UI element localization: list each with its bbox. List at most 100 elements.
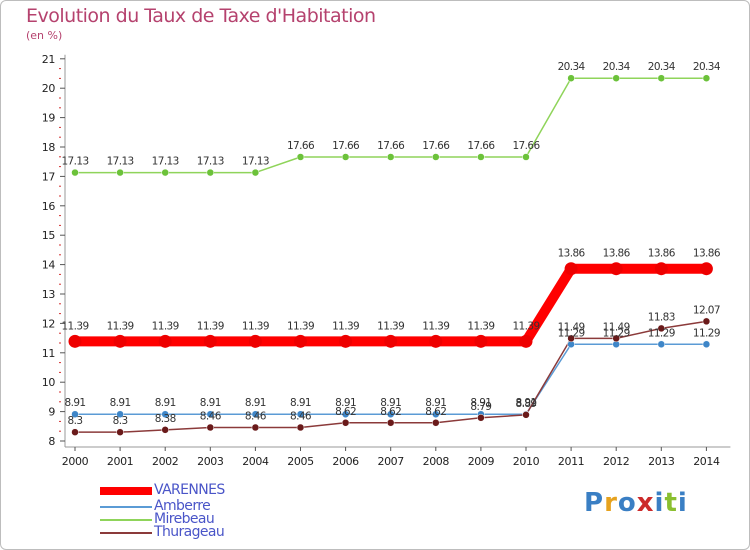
data-label-amberre-2008: 8.91	[425, 397, 446, 409]
y-tick-label-17: 17	[42, 170, 56, 183]
proxiti-logo: Proxiti	[584, 488, 688, 518]
logo-letter: i	[654, 488, 665, 518]
legend-swatch-mirebeau	[100, 519, 152, 521]
data-label-amberre-2000: 8.91	[65, 397, 86, 409]
data-label-varennes-2004: 11.39	[242, 320, 269, 332]
logo-letter: t	[664, 488, 678, 518]
axes: 8 9 10 11 12 13 14 15 16 17 18 19 20 21 2000 2001 2002 20…	[42, 53, 731, 468]
point-thurageau-2001	[116, 428, 124, 436]
point-varennes-2003	[203, 334, 217, 348]
data-label-mirebeau-2008: 17.66	[422, 140, 450, 152]
data-label-varennes-2011: 13.86	[558, 248, 586, 260]
data-label-varennes-2012: 13.86	[603, 248, 631, 260]
data-label-amberre-2001: 8.91	[110, 397, 131, 409]
data-label-varennes-2010: 11.39	[512, 320, 539, 332]
data-label-mirebeau-2004: 17.13	[242, 156, 269, 168]
point-mirebeau-2004	[251, 168, 260, 177]
point-mirebeau-2003	[206, 168, 215, 177]
point-thurageau-2002	[161, 426, 169, 434]
data-label-thurageau-2010: 8.89	[516, 398, 537, 410]
x-tick-label-2004: 2004	[242, 455, 269, 468]
y-tick-label-14: 14	[42, 259, 56, 272]
point-varennes-2004	[248, 334, 262, 348]
data-label-varennes-2013: 13.86	[648, 248, 676, 260]
data-label-amberre-2012: 11.29	[603, 327, 630, 339]
logo-letter: x	[636, 488, 655, 518]
point-mirebeau-2013	[657, 74, 666, 82]
y-tick-label-8: 8	[48, 435, 55, 448]
x-tick-label-2007: 2007	[377, 455, 404, 468]
point-thurageau-2012	[612, 334, 620, 343]
x-tick-label-2005: 2005	[287, 455, 314, 468]
data-label-varennes-2000: 11.39	[61, 320, 88, 332]
y-tick-label-12: 12	[42, 317, 55, 330]
data-label-amberre-2009: 8.91	[470, 397, 491, 409]
chart-title: Evolution du Taux de Taxe d'Habitation	[26, 5, 376, 27]
x-tick-label-2010: 2010	[513, 455, 540, 468]
point-varennes-2002	[158, 334, 172, 348]
data-label-thurageau-2009: 8.79	[470, 401, 491, 413]
point-thurageau-2006	[341, 419, 350, 427]
x-tick-label-2014: 2014	[693, 455, 720, 468]
legend-swatch-varennes	[100, 487, 152, 495]
data-label-amberre-2010: 8.91	[516, 397, 537, 409]
data-label-thurageau-2003: 8.46	[200, 410, 222, 422]
data-label-amberre-2003: 8.91	[200, 397, 221, 409]
point-varennes-2000	[68, 334, 82, 348]
data-label-thurageau-2000: 8.3	[68, 415, 83, 427]
point-mirebeau-2011	[567, 74, 575, 82]
data-label-amberre-2005: 8.91	[290, 397, 311, 409]
data-label-varennes-2008: 11.39	[422, 320, 449, 332]
point-mirebeau-2005	[296, 153, 305, 161]
legend-label-varennes: VARENNES	[154, 482, 225, 498]
x-tick-label-2003: 2003	[197, 455, 224, 468]
legend-label-amberre: Amberre	[154, 498, 211, 514]
data-label-thurageau-2007: 8.62	[380, 406, 401, 418]
point-thurageau-2005	[296, 423, 305, 432]
data-label-amberre-2011: 11.29	[558, 327, 585, 339]
x-tick-label-2000: 2000	[62, 455, 89, 468]
legend-label-mirebeau: Mirebeau	[154, 511, 215, 527]
data-label-varennes-2006: 11.39	[332, 320, 359, 332]
point-thurageau-2011	[567, 334, 575, 343]
point-varennes-2005	[294, 334, 307, 348]
point-amberre-2000	[71, 410, 79, 418]
point-varennes-2012	[609, 262, 623, 276]
legend-swatch-amberre	[100, 506, 152, 508]
point-varennes-2007	[384, 334, 398, 348]
data-label-varennes-2001: 11.39	[107, 320, 134, 332]
point-mirebeau-2007	[386, 153, 395, 161]
data-label-varennes-2003: 11.39	[197, 320, 224, 332]
data-label-mirebeau-2013: 20.34	[648, 61, 676, 73]
point-thurageau-2000	[71, 428, 79, 436]
point-amberre-2007	[386, 410, 395, 418]
data-labels: 17.13 17.13 17.13 17.13 17.13 17.66 17.66 17.66…	[61, 61, 721, 427]
data-label-amberre-2002: 8.91	[155, 397, 176, 409]
x-tick-label-2008: 2008	[423, 455, 450, 468]
point-mirebeau-2000	[71, 168, 79, 177]
point-mirebeau-2010	[522, 153, 530, 161]
x-tick-label-2011: 2011	[558, 455, 584, 468]
data-label-mirebeau-2007: 17.66	[377, 140, 405, 152]
x-tick-label-2006: 2006	[332, 455, 359, 468]
data-label-thurageau-2008: 8.62	[425, 406, 446, 418]
data-label-thurageau-2014: 12.07	[693, 304, 720, 316]
data-label-thurageau-2006: 8.62	[335, 406, 356, 418]
point-amberre-2005	[296, 410, 305, 418]
point-mirebeau-2014	[702, 74, 711, 82]
data-label-mirebeau-2009: 17.66	[467, 140, 495, 152]
point-amberre-2002	[161, 410, 169, 418]
point-thurageau-2008	[432, 419, 440, 427]
point-thurageau-2003	[206, 423, 215, 432]
point-mirebeau-2012	[612, 74, 620, 82]
logo-letter: i	[677, 488, 688, 518]
y-tick-label-19: 19	[42, 112, 56, 125]
logo-letter: P	[584, 488, 605, 518]
y-tick-label-21: 21	[42, 53, 55, 66]
y-tick-label-16: 16	[42, 200, 56, 213]
data-label-thurageau-2002: 8.38	[155, 413, 176, 425]
point-thurageau-2009	[477, 414, 485, 422]
data-label-thurageau-2013: 11.83	[648, 311, 675, 323]
